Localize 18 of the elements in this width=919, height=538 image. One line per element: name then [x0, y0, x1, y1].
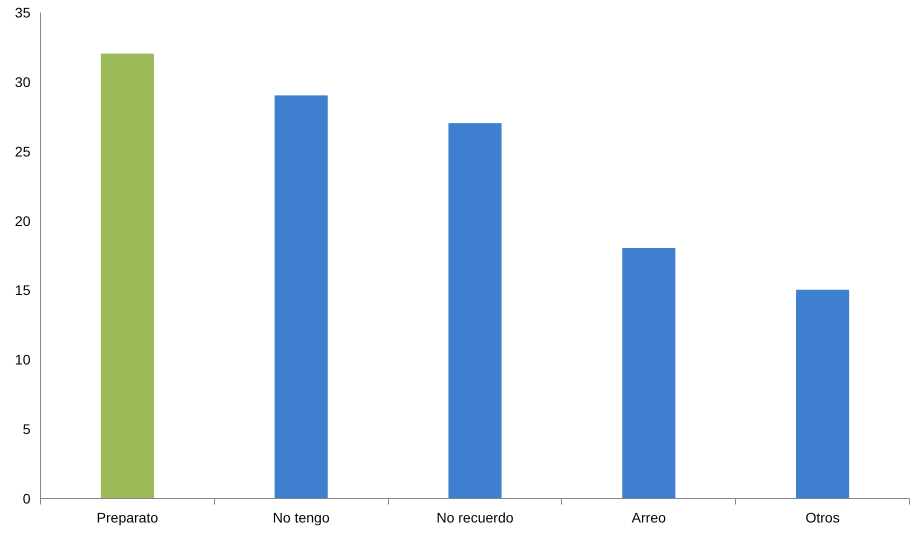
- y-tick-label: 10: [14, 352, 31, 368]
- bar: [622, 248, 676, 498]
- y-tick-label: 5: [22, 421, 31, 438]
- x-tick-label: Preparato: [96, 510, 158, 526]
- x-tick-label: Otros: [805, 510, 840, 526]
- y-tick-label: 20: [14, 212, 31, 229]
- y-tick-label: 15: [14, 282, 31, 298]
- bar: [100, 54, 154, 498]
- bar: [274, 95, 328, 498]
- x-tick-label: No recuerdo: [436, 510, 514, 526]
- bar: [448, 123, 502, 498]
- y-tick-label: 30: [14, 74, 31, 90]
- bar: [796, 290, 850, 498]
- y-tick-label: 0: [22, 490, 31, 506]
- x-tick-label: Arreo: [632, 510, 666, 526]
- y-tick-label: 25: [14, 143, 31, 160]
- x-tick-label: No tengo: [272, 510, 330, 526]
- y-tick-label: 35: [14, 4, 31, 20]
